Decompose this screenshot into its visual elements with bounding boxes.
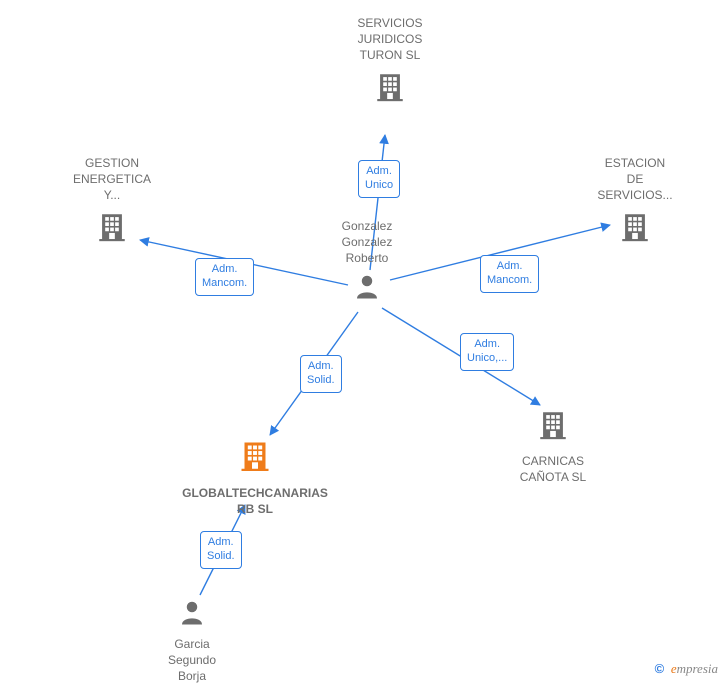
building-icon <box>95 231 129 248</box>
edge-label: Adm. Unico <box>358 160 400 198</box>
building-icon <box>373 91 407 108</box>
node-label: Garcia Segundo Borja <box>152 636 232 685</box>
node-estacion-servicios: ESTACION DE SERVICIOS... <box>580 155 690 249</box>
edge-label: Adm. Unico,... <box>460 333 514 371</box>
node-carnicas-canota: CARNICAS CAÑOTA SL <box>505 408 601 485</box>
footer-branding: © empresia <box>655 661 718 677</box>
node-label: CARNICAS CAÑOTA SL <box>505 453 601 485</box>
node-gonzalez-roberto: Gonzalez Gonzalez Roberto <box>322 218 412 306</box>
node-label: Gonzalez Gonzalez Roberto <box>322 218 412 267</box>
node-label: GESTION ENERGETICA Y... <box>62 155 162 204</box>
node-globaltechcanarias: GLOBALTECHCANARIAS RB SL <box>165 438 345 517</box>
brand-rest: mpresia <box>677 661 718 676</box>
edge-label: Adm. Solid. <box>300 355 342 393</box>
copyright-symbol: © <box>655 661 665 676</box>
node-label: ESTACION DE SERVICIOS... <box>580 155 690 204</box>
edge-label: Adm. Mancom. <box>195 258 254 296</box>
building-icon <box>618 231 652 248</box>
node-garcia-borja: Garcia Segundo Borja <box>152 597 232 685</box>
node-label: GLOBALTECHCANARIAS RB SL <box>165 485 345 517</box>
node-label: SERVICIOS JURIDICOS TURON SL <box>345 15 435 64</box>
edge-label: Adm. Mancom. <box>480 255 539 293</box>
person-icon <box>177 614 207 631</box>
node-servicios-juridicos: SERVICIOS JURIDICOS TURON SL <box>345 15 435 109</box>
building-icon <box>536 429 570 446</box>
edge-label: Adm. Solid. <box>200 531 242 569</box>
node-gestion-energetica: GESTION ENERGETICA Y... <box>62 155 162 249</box>
building-icon <box>237 461 273 478</box>
person-icon <box>352 288 382 305</box>
